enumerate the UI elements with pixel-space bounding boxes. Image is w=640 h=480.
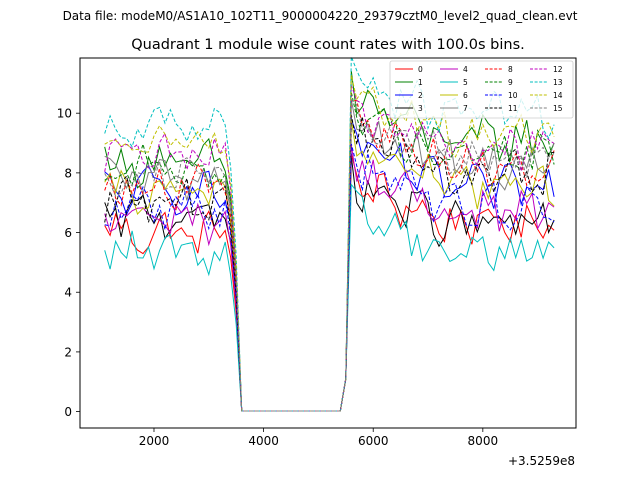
legend-label-7: 7	[463, 104, 468, 113]
x-offset-label: +3.5259e8	[508, 454, 575, 468]
y-axis: 0 2 4 6 8 10	[57, 107, 80, 419]
x-tick-label: 8000	[468, 434, 499, 448]
series-line-5	[104, 183, 555, 412]
plot-frame	[79, 57, 577, 429]
y-tick-label: 6	[64, 226, 72, 240]
legend-label-2: 2	[418, 91, 423, 100]
x-axis: 2000 4000 6000 8000	[139, 428, 498, 448]
legend-label-12: 12	[553, 65, 563, 74]
legend-label-5: 5	[463, 78, 468, 87]
x-tick-label: 2000	[139, 434, 170, 448]
legend-label-0: 0	[418, 65, 423, 74]
series-line-15	[104, 98, 555, 412]
legend-label-8: 8	[508, 65, 513, 74]
suptitle: Data file: modeM0/AS1A10_102T11_90000042…	[63, 9, 578, 23]
series-line-12	[104, 85, 555, 412]
x-tick-label: 6000	[358, 434, 389, 448]
y-tick-label: 8	[64, 166, 72, 180]
legend-label-1: 1	[418, 78, 423, 87]
legend-label-9: 9	[508, 78, 513, 87]
y-tick-label: 0	[64, 405, 72, 419]
chart-title: Quadrant 1 module wise count rates with …	[131, 37, 525, 53]
plot-lines	[104, 56, 555, 412]
y-tick-label: 4	[64, 286, 72, 300]
legend-label-4: 4	[463, 65, 468, 74]
legend-label-6: 6	[463, 91, 468, 100]
legend-label-15: 15	[553, 104, 563, 113]
legend-label-3: 3	[418, 104, 423, 113]
legend-label-14: 14	[553, 91, 563, 100]
legend-label-10: 10	[508, 91, 518, 100]
legend-label-11: 11	[508, 104, 518, 113]
y-tick-label: 2	[64, 345, 72, 359]
y-tick-label: 10	[57, 107, 72, 121]
series-line-11	[104, 114, 555, 412]
legend-frame	[389, 60, 574, 119]
series-line-9	[104, 92, 555, 412]
x-tick-label: 4000	[248, 434, 279, 448]
legend-label-13: 13	[553, 78, 563, 87]
